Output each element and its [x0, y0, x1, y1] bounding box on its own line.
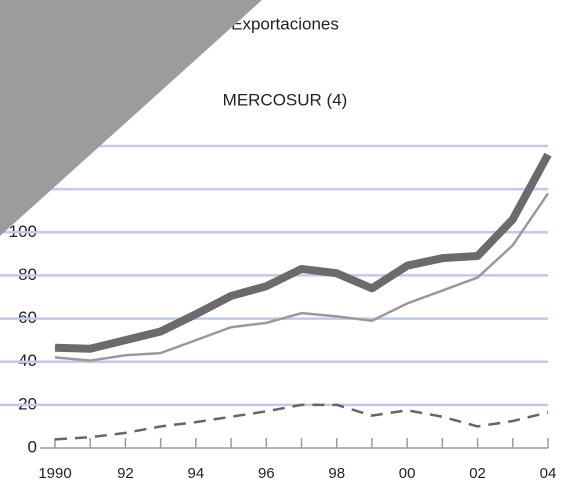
x-tick-label: 94 — [188, 465, 205, 482]
x-tick-label: 00 — [399, 465, 416, 482]
corner-overlay — [0, 0, 262, 236]
x-tick-label: 1990 — [38, 465, 71, 482]
series-line — [54, 152, 552, 353]
y-tick-label: 0 — [28, 437, 37, 456]
series-line — [54, 403, 549, 441]
chart-subtitle: MERCOSUR (4) — [223, 90, 348, 109]
series-line — [54, 192, 550, 362]
x-tick-label: 02 — [469, 465, 486, 482]
x-tick-label: 96 — [258, 465, 275, 482]
chart-title: Exportaciones — [231, 14, 339, 33]
x-tick-label: 92 — [117, 465, 134, 482]
plot-area: 020406080100120140199092949698000204 — [0, 135, 557, 482]
x-tick-label: 98 — [328, 465, 345, 482]
x-tick-label: 04 — [540, 465, 557, 482]
